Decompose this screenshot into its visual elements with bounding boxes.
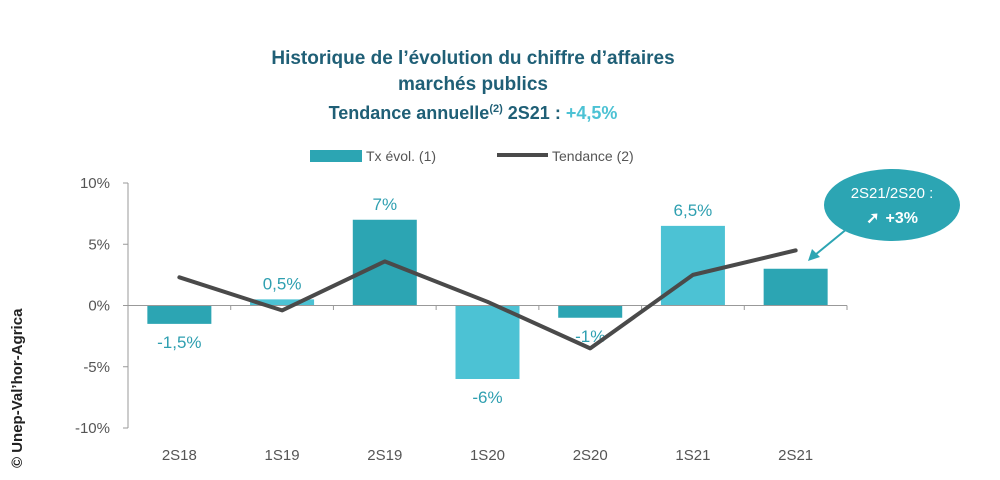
bar-1S20 [455, 305, 520, 379]
callout-bubble [824, 169, 960, 241]
title-superscript: (2) [489, 103, 503, 115]
x-tick-label: 2S18 [162, 447, 197, 464]
legend: Tx évol. (1) Tendance (2) [310, 148, 634, 164]
title-period: 2S21 : [503, 103, 566, 123]
y-tick-label: 0% [88, 298, 110, 315]
callout-line2: ➚ +3% [866, 210, 918, 227]
x-tick-label: 1S21 [675, 447, 710, 464]
title-prefix: Tendance annuelle [329, 103, 490, 123]
data-labels: -1,5%0,5%7%-6%-1%6,5% [157, 195, 712, 407]
trend-polyline [177, 248, 798, 351]
y-tick-label: -10% [75, 420, 110, 437]
chart-title-line1: Historique de l’évolution du chiffre d’a… [271, 48, 674, 69]
y-ticks: -10% -5% 0% 5% 10% [75, 175, 128, 437]
x-labels: 2S18 1S19 2S19 1S20 2S20 1S21 2S21 [162, 447, 813, 464]
x-tick-label: 2S19 [367, 447, 402, 464]
x-tick-label: 2S21 [778, 447, 813, 464]
bar-2S21 [763, 268, 828, 306]
callout-pointer [814, 227, 849, 256]
callout-arrowhead [808, 249, 820, 261]
chart-title-line3: Tendance annuelle(2) 2S21 : +4,5% [329, 103, 618, 123]
bar-1S21 [660, 225, 725, 306]
callout: 2S21/2S20 : ➚ +3% [808, 169, 960, 261]
y-tick-label: -5% [83, 359, 110, 376]
bar-2S20 [558, 305, 623, 318]
x-tick-label: 1S19 [265, 447, 300, 464]
legend-bar-label: Tx évol. (1) [366, 148, 436, 164]
copyright: © Unep-Val’hor-Agrica [9, 308, 26, 468]
title-value: +4,5% [566, 103, 618, 123]
x-tick-label: 1S20 [470, 447, 505, 464]
bar-1S19 [250, 299, 315, 306]
bar-2S18 [147, 305, 212, 324]
data-label: 6,5% [674, 201, 713, 220]
callout-line1: 2S21/2S20 : [851, 185, 934, 202]
callout-arrow-icon: ➚ [866, 210, 879, 227]
y-tick-label: 10% [80, 175, 110, 192]
trend-line [177, 248, 798, 351]
data-label: -6% [472, 388, 502, 407]
data-label: -1,5% [157, 333, 201, 352]
callout-value: +3% [885, 210, 917, 227]
data-label: 7% [372, 195, 397, 214]
legend-line-label: Tendance (2) [552, 148, 634, 164]
y-tick-label: 5% [88, 236, 110, 253]
x-tick-label: 2S20 [573, 447, 608, 464]
chart-title-line2: marchés publics [398, 74, 548, 95]
data-label: 0,5% [263, 274, 302, 293]
legend-bar-swatch [310, 150, 362, 162]
